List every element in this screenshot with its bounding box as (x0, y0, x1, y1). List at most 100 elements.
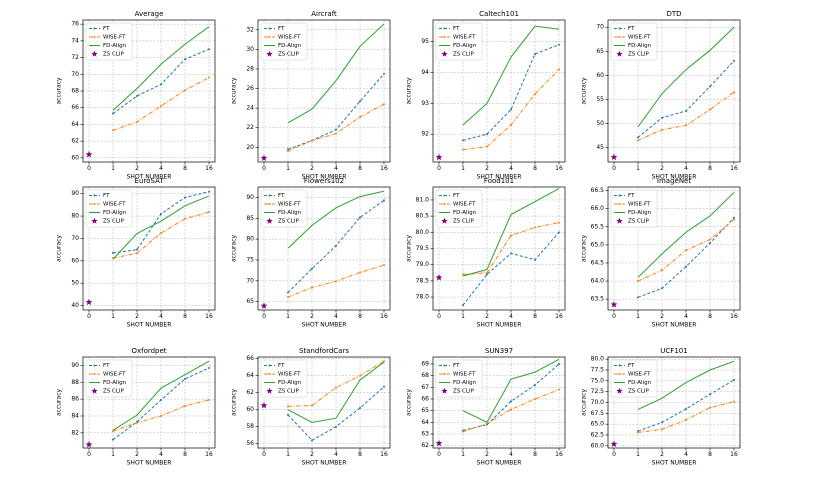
legend-star (266, 387, 273, 394)
y-tick-label: 66.0 (591, 205, 605, 212)
x-tick-label: 4 (334, 451, 338, 458)
legend-label: FD-Align (628, 210, 652, 216)
point (287, 291, 289, 294)
x-axis-label: SHOT NUMBER (127, 460, 172, 467)
legend-label: WISE-FT (278, 35, 301, 41)
point (709, 238, 711, 241)
x-tick-label: 2 (310, 165, 314, 172)
y-tick-label: 86 (71, 396, 79, 403)
x-tick-label: 0 (87, 313, 91, 320)
x-tick-label: 1 (286, 165, 290, 172)
legend-dot (268, 373, 271, 375)
x-tick-label: 2 (485, 165, 489, 172)
legend-dot (268, 194, 271, 197)
y-tick-label: 70 (596, 24, 604, 31)
x-tick-label: 4 (159, 313, 163, 320)
y-tick-label: 65.5 (591, 223, 605, 230)
subplot: UCF101 SHOT NUMBER accuracy 0 1 2 4 8 16 60.0 62.5… (581, 347, 741, 467)
point (184, 377, 186, 380)
legend-star (441, 217, 448, 224)
y-tick-label: 62 (246, 389, 254, 396)
y-tick-label: 72.5 (591, 388, 605, 395)
y-axis-label: accuracy (581, 235, 588, 263)
point (112, 129, 114, 132)
chart-title: SUN397 (485, 347, 513, 355)
series-line (287, 23, 385, 124)
point (311, 139, 313, 142)
x-tick-label: 16 (205, 451, 213, 458)
point (733, 218, 735, 221)
x-tick-label: 0 (262, 165, 266, 172)
series-line (112, 360, 210, 431)
x-tick-label: 0 (262, 313, 266, 320)
legend-label: FT (103, 26, 110, 32)
x-tick-label: 16 (380, 313, 388, 320)
point (685, 418, 687, 421)
x-tick-label: 4 (684, 451, 688, 458)
y-tick-label: 62.5 (591, 432, 605, 439)
y-tick-label: 72 (71, 54, 79, 61)
plot-frame (257, 356, 391, 449)
point (184, 89, 186, 92)
x-tick-label: 0 (437, 451, 441, 458)
legend-label: ZS CLIP (103, 389, 125, 395)
x-tick-label: 16 (555, 313, 563, 320)
legend-label: ZS CLIP (628, 389, 650, 395)
x-tick-label: 2 (485, 451, 489, 458)
legend-dot (443, 27, 446, 30)
point (112, 430, 114, 433)
point (709, 393, 711, 396)
legend-box (610, 22, 658, 61)
x-tick-label: 4 (159, 451, 163, 458)
x-axis-label: SHOT NUMBER (652, 460, 697, 467)
point (486, 133, 488, 136)
x-tick-label: 16 (555, 451, 563, 458)
y-tick-label: 66 (71, 104, 79, 111)
star-point (435, 274, 443, 281)
x-axis-label: SHOT NUMBER (302, 460, 347, 467)
point (184, 196, 186, 199)
star-point (85, 441, 93, 448)
x-tick-label: 2 (660, 165, 664, 172)
legend-label: ZS CLIP (628, 219, 650, 225)
y-tick-label: 63 (421, 431, 429, 438)
star-point (610, 153, 618, 161)
point (709, 242, 711, 245)
legend-label: WISE-FT (453, 35, 476, 41)
y-tick-label: 65 (596, 48, 604, 55)
x-tick-label: 4 (334, 165, 338, 172)
y-tick-label: 64 (246, 372, 254, 379)
x-axis-label: SHOT NUMBER (302, 174, 347, 181)
legend-label: ZS CLIP (453, 52, 475, 58)
series-line (112, 195, 210, 260)
x-axis-label: SHOT NUMBER (477, 460, 522, 467)
legend-label: FD-Align (628, 380, 652, 386)
x-tick-label: 8 (708, 313, 712, 320)
point (534, 384, 536, 386)
legend-label: FD-Align (453, 380, 477, 386)
point (184, 217, 186, 220)
point (534, 398, 536, 400)
x-tick-label: 8 (183, 313, 187, 320)
y-tick-label: 55 (596, 96, 604, 103)
chart-title: Food101 (484, 177, 514, 185)
legend-label: ZS CLIP (103, 219, 125, 225)
x-tick-label: 0 (262, 451, 266, 458)
legend-dot (443, 194, 446, 197)
x-tick-label: 1 (111, 451, 115, 458)
x-tick-label: 0 (437, 313, 441, 320)
legend-dot (443, 203, 446, 205)
legend-label: FT (103, 363, 110, 369)
x-tick-label: 2 (135, 313, 139, 320)
point (510, 234, 512, 237)
y-tick-label: 80.0 (591, 356, 605, 363)
legend-star (91, 50, 98, 57)
y-tick-label: 60.0 (591, 442, 605, 449)
x-tick-label: 1 (461, 313, 465, 320)
series-line (287, 361, 385, 424)
legend-label: FT (453, 26, 460, 32)
legend-label: FD-Align (278, 210, 302, 216)
legend-dot (618, 194, 621, 197)
